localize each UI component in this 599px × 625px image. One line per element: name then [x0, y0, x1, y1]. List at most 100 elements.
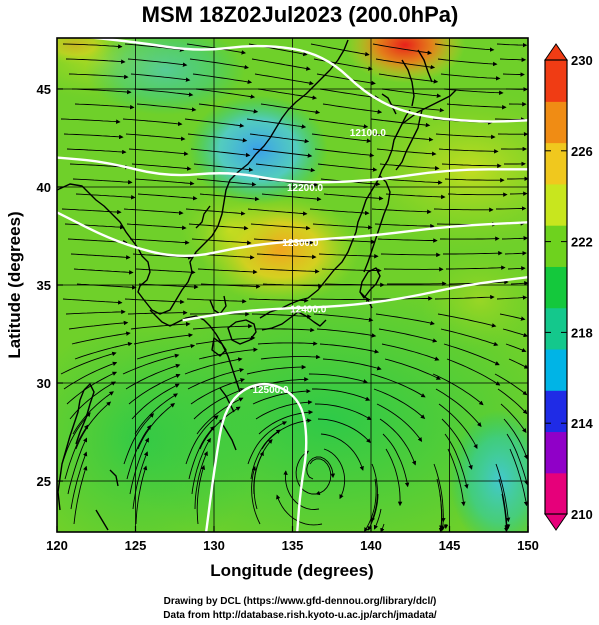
contour-label: 12300.0: [282, 238, 319, 249]
y-axis: 25 30 35 40 45: [37, 82, 63, 489]
y-axis-label: Latitude (degrees): [5, 211, 24, 358]
streamline: [313, 313, 374, 323]
streamline: [72, 391, 114, 435]
streamline: [73, 465, 88, 525]
streamline: [200, 283, 261, 289]
streamline: [441, 418, 473, 470]
colorbar-band: [545, 101, 567, 144]
streamline: [62, 298, 123, 305]
x-tick-label: 120: [46, 538, 68, 553]
streamline: [64, 223, 125, 230]
streamline: [497, 388, 528, 415]
streamline: [316, 328, 377, 338]
streamline: [135, 268, 196, 275]
streamline: [507, 266, 526, 271]
streamline: [253, 238, 314, 245]
streamline: [503, 418, 528, 460]
colorbar-max-arrow: [544, 43, 568, 61]
streamline: [64, 424, 89, 480]
streamline: [310, 297, 371, 302]
streamline: [130, 321, 191, 330]
height-contours: 12100.0 12200.0 12300.0 12400.0 12500.0: [57, 38, 528, 532]
y-tick-label: 40: [37, 180, 51, 195]
streamline: [377, 238, 438, 243]
streamline: [196, 397, 244, 435]
streamline: [255, 163, 316, 173]
streamline: [73, 268, 134, 275]
streamline: [197, 268, 258, 275]
streamline: [259, 268, 320, 274]
streamline: [62, 43, 123, 49]
streamline: [444, 177, 505, 183]
streamline: [379, 163, 440, 171]
colorbar-tick-label: 218: [571, 325, 593, 340]
colorbar-min-arrow: [544, 513, 568, 531]
streamline: [126, 223, 187, 230]
x-tick-label: 125: [125, 538, 147, 553]
streamline: [68, 73, 129, 80]
y-tick-label: 45: [37, 82, 51, 97]
streamline: [509, 448, 528, 507]
streamline: [66, 148, 127, 155]
streamline: [312, 223, 373, 230]
streamline: [440, 328, 499, 347]
streamline: [494, 373, 528, 396]
streamline: [440, 236, 500, 241]
streamline: [199, 406, 241, 450]
streamline: [199, 193, 260, 202]
streamline: [130, 73, 191, 82]
colorbar: 230 226 222 218 214 210: [544, 43, 593, 531]
streamline: [311, 133, 372, 144]
colorbar-bands: [545, 60, 567, 515]
streamline: [370, 373, 426, 398]
streamline: [364, 478, 377, 532]
streamline: [499, 57, 527, 63]
streamline: [308, 118, 369, 129]
credit-data: Data from http://database.rish.kyoto-u.a…: [163, 610, 437, 621]
streamline: [126, 424, 152, 480]
streamline: [506, 433, 528, 486]
streamline: [504, 251, 527, 256]
streamline: [193, 163, 254, 172]
streamline: [193, 388, 245, 420]
streamline: [247, 208, 308, 216]
streamline: [323, 448, 346, 500]
streamline: [135, 465, 148, 525]
streamline: [376, 148, 437, 156]
streamline: [435, 388, 482, 427]
streamline: [252, 388, 311, 405]
contour-label: 12200.0: [287, 183, 324, 194]
streamline: [502, 328, 528, 338]
streamline: [496, 295, 528, 300]
streamline: [322, 358, 382, 371]
streamline: [134, 393, 178, 435]
x-tick-label: 135: [282, 538, 304, 553]
streamline: [129, 437, 149, 495]
streamline: [371, 208, 432, 214]
streamline: [276, 494, 323, 526]
streamline: [437, 313, 497, 328]
streamline: [443, 88, 504, 95]
streamline: [188, 223, 249, 231]
streamline: [261, 193, 322, 202]
streamline: [438, 148, 499, 154]
streamline: [374, 223, 435, 229]
streamline: [186, 298, 247, 304]
streamline: [367, 493, 379, 531]
streamline: [65, 58, 126, 64]
colorbar-frame: [544, 59, 568, 515]
height-contour: [57, 156, 528, 184]
streamline: [251, 313, 312, 319]
streamline: [198, 103, 259, 114]
streamline: [505, 343, 527, 353]
streamline: [124, 298, 185, 305]
streamline: [61, 208, 122, 215]
streamline: [190, 378, 245, 405]
streamline: [252, 148, 313, 158]
streamline: [187, 133, 248, 143]
streamline: [60, 351, 117, 375]
streamline: [381, 88, 442, 98]
streamline: [496, 206, 527, 211]
streamline: [125, 133, 186, 141]
streamline: [443, 343, 500, 366]
